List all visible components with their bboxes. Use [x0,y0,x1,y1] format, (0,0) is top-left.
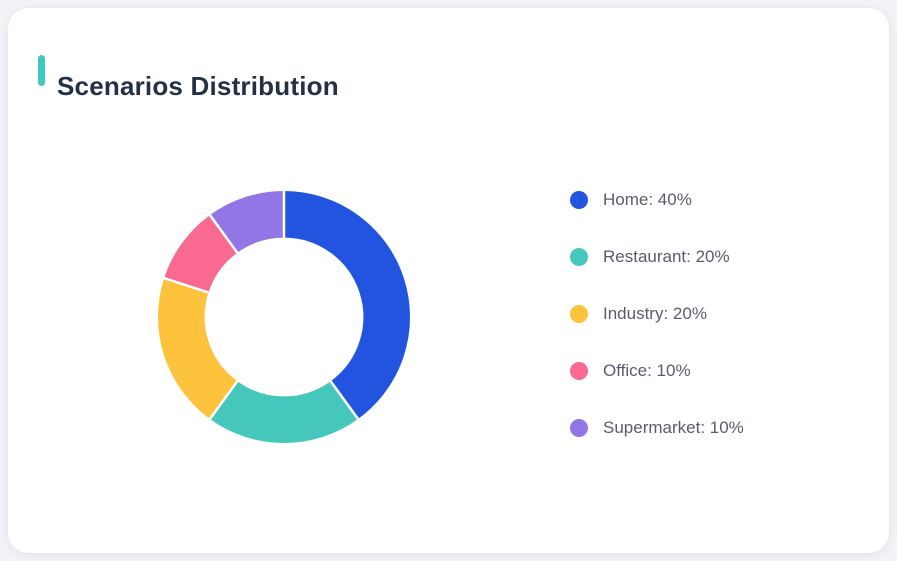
donut-slice-restaurant[interactable] [209,380,359,443]
slice-separator [160,275,212,295]
legend-item-label: Office: 10% [603,361,691,380]
legend-item-industry[interactable]: Industry: 20% [570,304,744,323]
legend-dot [570,362,588,380]
legend-dot [570,191,588,209]
donut-chart-svg[interactable] [154,187,414,447]
chart-legend: Home: 40% Restaurant: 20% Industry: 20% … [570,190,744,476]
legend-item-label: Home: 40% [603,190,692,209]
donut-slice-industry[interactable] [158,278,238,419]
legend-dot [570,305,588,323]
legend-dot [570,419,588,437]
slice-separator [207,211,241,256]
donut-slice-office[interactable] [164,215,239,294]
slice-separator [207,378,241,423]
slice-separator [327,378,361,423]
legend-item-office[interactable]: Office: 10% [570,361,744,380]
donut-slice-home[interactable] [283,191,410,419]
legend-item-home[interactable]: Home: 40% [570,190,744,209]
scenarios-distribution-card: Scenarios Distribution Home: 40% Restaur… [8,8,889,553]
donut-chart[interactable] [154,187,414,447]
legend-item-supermarket[interactable]: Supermarket: 10% [570,418,744,437]
legend-item-label: Industry: 20% [603,304,707,323]
title-accent-bar [38,55,45,86]
legend-item-restaurant[interactable]: Restaurant: 20% [570,247,744,266]
donut-slice-supermarket[interactable] [209,191,285,254]
legend-item-label: Restaurant: 20% [603,247,730,266]
page-title: Scenarios Distribution [57,71,339,102]
legend-dot [570,248,588,266]
legend-item-label: Supermarket: 10% [603,418,744,437]
